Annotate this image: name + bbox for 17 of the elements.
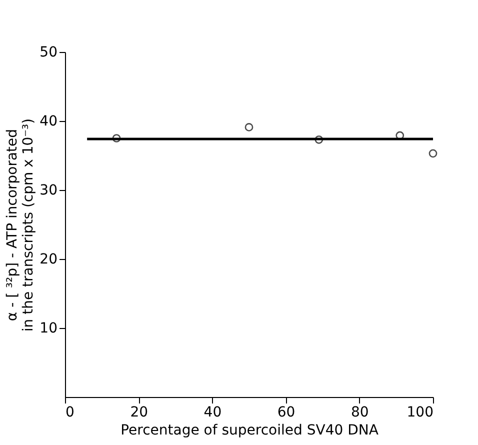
x-tick-label: 20 bbox=[130, 404, 148, 420]
y-tick-label: 50 bbox=[40, 44, 58, 60]
x-tick-label: 100 bbox=[406, 404, 434, 420]
y-tick-label: 10 bbox=[40, 320, 58, 336]
x-tick-label: 40 bbox=[204, 404, 222, 420]
point bbox=[314, 135, 324, 144]
y-tick-label: 40 bbox=[40, 114, 58, 130]
y-axis-title: α - [ ³²p] - ATP incorporated in the transcripts (cpm x 10⁻³) bbox=[4, 118, 37, 332]
point bbox=[244, 123, 254, 132]
y-tick-label: 30 bbox=[40, 182, 58, 198]
x-tick-label: 0 bbox=[66, 404, 74, 420]
point bbox=[428, 149, 438, 158]
y-tick-label: 20 bbox=[40, 252, 58, 268]
x-axis-title: Percentage of supercoiled SV40 DNA bbox=[120, 422, 379, 438]
x-tick-label: 60 bbox=[277, 404, 296, 420]
point bbox=[112, 134, 121, 142]
x-tick-label: 80 bbox=[350, 404, 369, 420]
